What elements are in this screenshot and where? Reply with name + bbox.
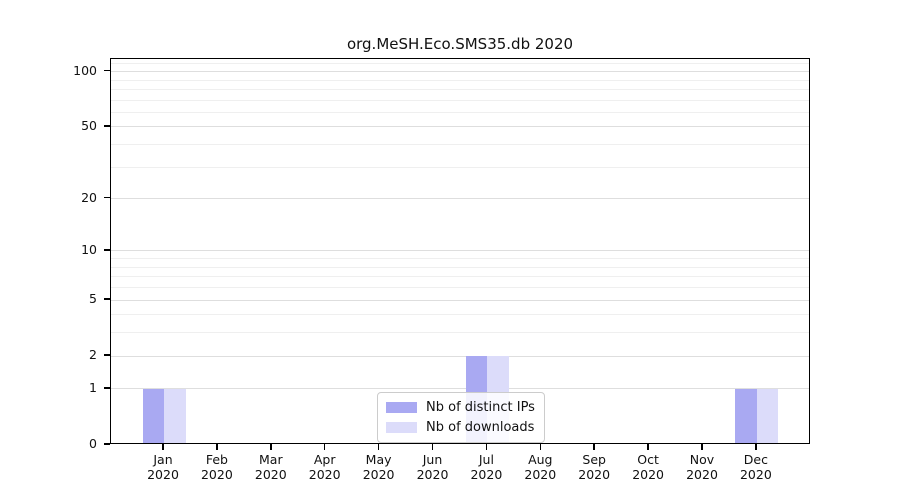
- x-axis-tick: [647, 444, 649, 450]
- x-axis-tick: [431, 444, 434, 450]
- minor-gridline: [111, 332, 809, 334]
- x-axis-tick-label: Feb 2020: [185, 452, 249, 482]
- x-axis-tick: [539, 444, 542, 450]
- y-axis-tick: [104, 387, 110, 389]
- x-axis-month: Oct: [637, 452, 659, 467]
- x-axis-year: 2020: [200, 467, 233, 482]
- x-axis-tick-label: Oct 2020: [616, 452, 680, 482]
- x-axis-tick-label: Mar 2020: [239, 452, 303, 482]
- minor-gridline: [111, 63, 809, 65]
- y-axis-tick-label: 20: [81, 189, 97, 205]
- minor-gridline: [111, 258, 809, 260]
- x-axis-tick-label: Dec 2020: [724, 452, 788, 482]
- x-axis-month: Nov: [689, 452, 715, 467]
- x-axis-year: 2020: [362, 467, 395, 482]
- x-axis-year: 2020: [470, 467, 503, 482]
- minor-gridline: [111, 314, 809, 316]
- x-axis-month: Sep: [582, 452, 606, 467]
- x-axis-month: Jan: [153, 452, 173, 467]
- x-axis-tick: [755, 444, 757, 450]
- x-axis-year: 2020: [578, 467, 611, 482]
- x-axis-tick-label: Nov 2020: [670, 452, 734, 482]
- major-gridline: [111, 250, 809, 252]
- x-axis-tick-label: May 2020: [347, 452, 411, 482]
- y-axis-tick: [104, 443, 110, 445]
- major-gridline: [111, 355, 809, 357]
- x-axis-month: Aug: [528, 452, 553, 467]
- x-axis-tick: [593, 444, 595, 450]
- legend-swatch: [386, 402, 417, 413]
- bar-jan-downloads: [164, 388, 186, 444]
- legend-item: Nb of downloads: [386, 419, 535, 436]
- y-axis-tick-label: 2: [89, 347, 97, 363]
- x-axis-month: Feb: [205, 452, 228, 467]
- x-axis-year: 2020: [686, 467, 718, 482]
- x-axis-tick: [701, 444, 703, 450]
- x-axis-tick: [323, 444, 326, 450]
- y-axis-tick-label: 50: [81, 117, 97, 133]
- x-axis-year: 2020: [739, 467, 772, 482]
- y-axis-tick-label: 10: [81, 241, 97, 257]
- y-axis-tick: [104, 196, 110, 199]
- x-axis-tick-label: Apr 2020: [293, 452, 357, 482]
- chart-title: org.MeSH.Eco.SMS35.db 2020: [346, 35, 574, 53]
- x-axis-tick: [216, 444, 218, 450]
- x-axis-tick-label: Jun 2020: [401, 452, 465, 482]
- legend: Nb of distinct IPs Nb of downloads: [377, 392, 545, 443]
- bar-dec-downloads: [756, 388, 779, 444]
- y-axis-tick-label: 0: [89, 436, 97, 451]
- major-gridline: [111, 198, 809, 200]
- major-gridline: [111, 299, 809, 301]
- x-axis-year: 2020: [147, 467, 179, 482]
- x-axis-year: 2020: [632, 467, 664, 482]
- y-axis-tick: [104, 125, 110, 127]
- y-axis-tick: [104, 249, 110, 251]
- minor-gridline: [111, 99, 809, 101]
- x-axis-tick-label: Jan 2020: [131, 452, 195, 482]
- y-axis-tick-label: 5: [89, 291, 97, 307]
- minor-gridline: [111, 144, 809, 146]
- x-axis-year: 2020: [416, 467, 449, 482]
- major-gridline: [111, 71, 809, 73]
- y-axis-tick-label: 1: [89, 379, 97, 395]
- bar-dec-distinct-ips: [735, 388, 757, 444]
- x-axis-month: Jul: [478, 452, 494, 467]
- minor-gridline: [111, 88, 809, 90]
- major-gridline: [111, 388, 809, 390]
- x-axis-month: Jun: [422, 452, 443, 467]
- x-axis-tick: [270, 444, 272, 450]
- x-axis-year: 2020: [254, 467, 287, 482]
- y-axis-tick: [104, 354, 110, 356]
- y-axis-tick-label: 100: [73, 62, 97, 78]
- x-axis-tick: [162, 444, 164, 450]
- legend-label: Nb of downloads: [426, 420, 535, 435]
- x-axis-year: 2020: [524, 467, 557, 482]
- minor-gridline: [111, 111, 809, 113]
- x-axis-tick-label: Sep 2020: [562, 452, 626, 482]
- plot-area: [110, 58, 810, 444]
- x-axis-tick: [485, 444, 488, 450]
- minor-gridline: [111, 276, 809, 278]
- x-axis-tick-label: Aug 2020: [508, 452, 572, 482]
- x-axis-month: May: [365, 452, 392, 467]
- y-axis-tick: [104, 69, 110, 72]
- x-axis-year: 2020: [308, 467, 341, 482]
- x-axis-month: Apr: [313, 452, 336, 467]
- legend-label: Nb of distinct IPs: [426, 400, 535, 415]
- bar-jan-distinct-ips: [142, 388, 164, 444]
- x-axis-tick-label: Jul 2020: [454, 452, 518, 482]
- x-axis-tick: [377, 444, 380, 450]
- legend-swatch: [386, 422, 417, 433]
- legend-item: Nb of distinct IPs: [386, 399, 535, 416]
- minor-gridline: [111, 166, 809, 168]
- x-axis-month: Mar: [259, 452, 283, 467]
- minor-gridline: [111, 266, 809, 268]
- x-axis-month: Dec: [743, 452, 768, 467]
- minor-gridline: [111, 79, 809, 81]
- y-axis-tick: [104, 298, 110, 300]
- minor-gridline: [111, 287, 809, 289]
- major-gridline: [111, 126, 809, 128]
